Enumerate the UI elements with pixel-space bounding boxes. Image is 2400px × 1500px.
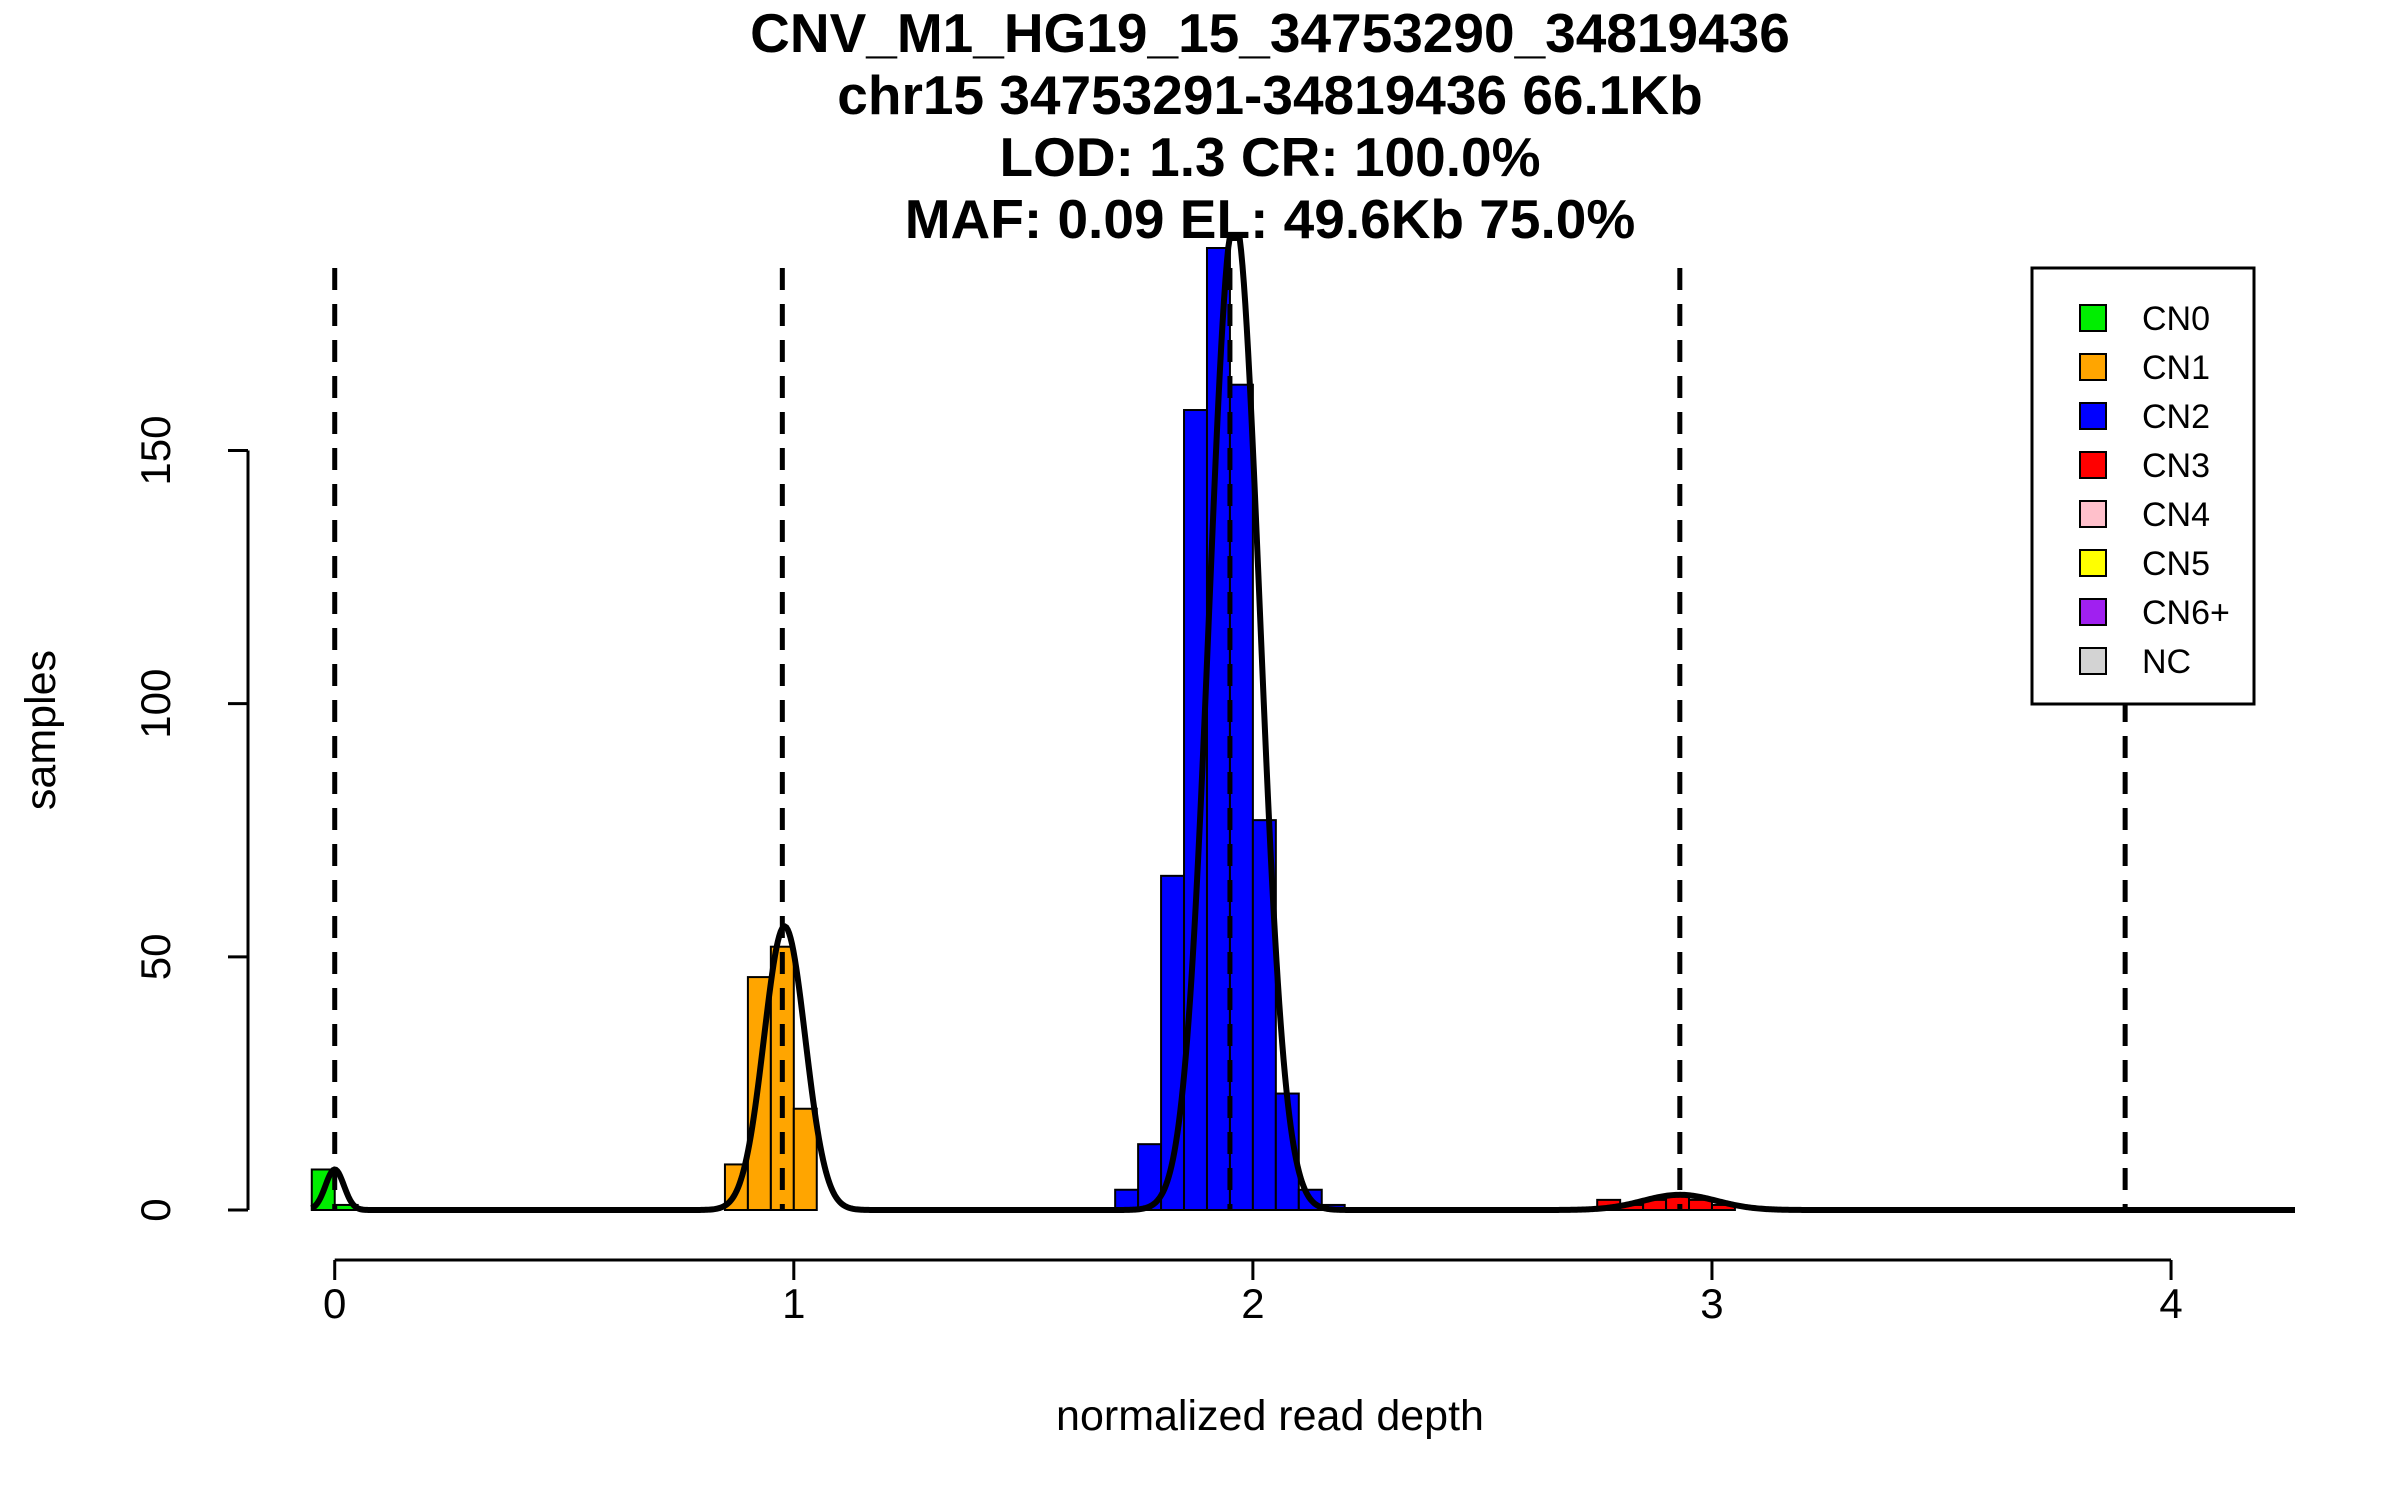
legend-box [2030,266,2256,706]
y-ticks: 0 50 100 150 [132,415,248,1222]
x-tick-label: 1 [782,1280,805,1327]
legend: CN0 CN1 CN2 CN3 CN4 CN5 CN6+ NC [2030,266,2256,706]
y-tick-label: 0 [132,1198,179,1221]
legend-swatch-cn2 [2079,402,2107,430]
histogram-bars [310,247,1736,1212]
histogram-bar-cn2 [1183,409,1208,1211]
legend-label-cn2: CN2 [2142,398,2210,436]
histogram-bar-cn1 [792,1107,818,1211]
y-tick-label: 100 [132,669,179,739]
title-line-1: CNV_M1_HG19_15_34753290_34819436 [750,2,1790,64]
y-tick-label: 50 [132,933,179,980]
x-ticks: 0 1 2 3 4 [323,1260,2183,1327]
axes: 0 50 100 150 0 1 2 3 4 [132,415,2183,1327]
y-tick-label: 150 [132,415,179,485]
legend-label-nc: NC [2142,643,2191,681]
x-tick-label: 4 [2159,1280,2182,1327]
chart-title: CNV_M1_HG19_15_34753290_34819436 chr15 3… [750,2,1790,250]
histogram-bar-cn2 [1251,819,1277,1211]
legend-swatch-nc [2079,647,2107,675]
title-line-2: chr15 34753291-34819436 66.1Kb [837,64,1702,126]
legend-swatch-cn0 [2079,304,2107,332]
y-axis-label: samples [17,650,65,810]
title-line-4: MAF: 0.09 EL: 49.6Kb 75.0% [905,188,1636,250]
legend-swatch-cn6plus [2079,598,2107,626]
fit-curve-line [310,235,2295,1213]
fit-curves [310,235,2295,1213]
x-tick-label: 2 [1241,1280,1264,1327]
legend-label-cn0: CN0 [2142,300,2210,338]
legend-swatch-cn1 [2079,353,2107,381]
x-axis-label: normalized read depth [1056,1392,1484,1440]
legend-swatch-cn5 [2079,549,2107,577]
legend-label-cn5: CN5 [2142,545,2210,583]
legend-label-cn4: CN4 [2142,496,2210,534]
title-line-3: LOD: 1.3 CR: 100.0% [999,126,1540,188]
legend-label-cn1: CN1 [2142,349,2210,387]
legend-swatch-cn3 [2079,451,2107,479]
x-tick-label: 0 [323,1280,346,1327]
legend-label-cn3: CN3 [2142,447,2210,485]
legend-label-cn6plus: CN6+ [2142,594,2230,632]
legend-swatch-cn4 [2079,500,2107,528]
x-tick-label: 3 [1700,1280,1723,1327]
histogram-bar-cn2 [1228,383,1254,1211]
